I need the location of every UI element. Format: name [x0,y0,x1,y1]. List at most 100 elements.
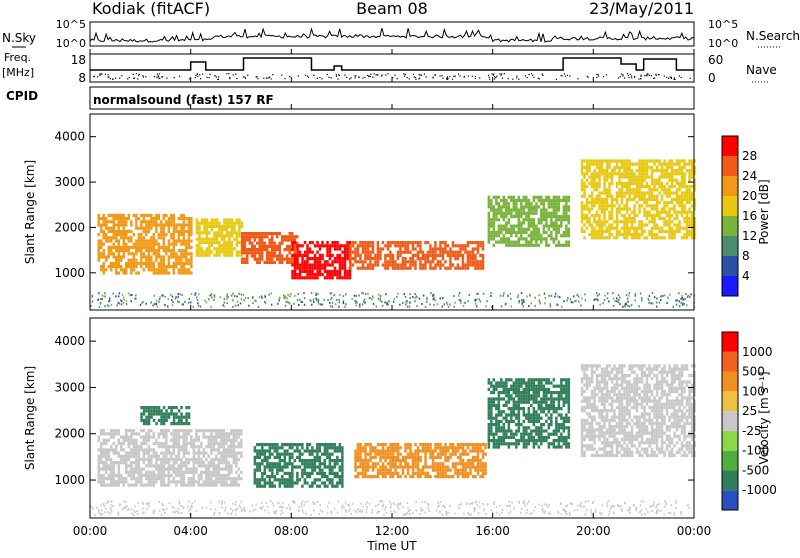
nave-point [501,73,502,74]
data-cell [160,422,163,425]
data-cell [113,214,116,217]
data-cell [658,182,661,185]
nave-point [119,78,120,79]
data-cell [598,159,601,162]
data-cell [100,442,103,445]
data-cell [178,301,180,303]
data-cell [294,260,297,263]
data-cell [98,243,101,246]
data-cell [223,225,226,228]
data-cell [125,233,128,236]
data-cell [140,442,143,445]
data-cell [555,196,558,199]
data-cell [218,228,221,231]
data-cell [341,263,344,266]
data-cell [291,481,294,484]
data-cell [128,464,131,467]
data-cell [653,195,656,198]
data-cell [515,212,518,215]
data-cell [331,273,334,276]
data-cell [535,234,538,237]
data-cell [387,446,390,449]
data-cell [603,220,606,223]
data-cell [148,230,151,233]
data-cell [125,268,128,271]
data-cell [130,429,133,432]
data-cell [309,472,312,475]
data-cell [180,422,183,425]
data-cell [115,484,118,487]
data-cell [568,221,571,224]
data-cell [291,247,294,250]
data-cell [231,241,234,244]
data-cell [606,166,609,169]
data-cell [235,471,238,474]
data-cell [190,262,193,265]
nave-point [336,76,337,77]
nave-point [145,76,146,77]
data-cell [357,449,360,452]
data-cell [158,406,161,409]
data-cell [596,233,599,236]
data-cell [140,471,143,474]
data-cell [625,303,627,305]
data-cell [289,245,292,248]
data-cell [467,260,470,263]
data-cell [145,214,148,217]
data-cell [616,182,619,185]
data-cell [254,481,257,484]
data-cell [668,163,671,166]
data-cell [200,452,203,455]
data-cell [125,471,128,474]
data-cell [334,485,337,488]
colorbar-swatch [722,176,738,196]
nave-point [133,78,134,79]
data-cell [254,462,257,465]
data-cell [228,218,231,221]
data-cell [608,172,611,175]
data-cell [103,429,106,432]
data-cell [236,254,239,257]
data-cell [216,247,219,250]
data-cell [163,432,166,435]
data-cell [304,241,307,244]
data-cell [115,230,118,233]
data-cell [153,464,156,467]
data-cell [603,198,606,201]
data-cell [469,254,472,257]
data-cell [211,218,214,221]
data-cell [545,225,548,228]
data-cell [508,202,511,205]
data-cell [92,296,94,298]
data-cell [357,267,360,270]
data-cell [155,217,158,220]
data-cell [581,211,584,214]
data-cell [230,468,233,471]
data-cell [188,432,191,435]
nave-point [533,77,534,78]
data-cell [238,477,241,480]
data-cell [289,462,292,465]
data-cell [633,182,636,185]
data-cell [628,175,631,178]
data-cell [183,464,186,467]
data-cell [485,305,487,307]
data-cell [648,195,651,198]
data-cell [185,223,188,226]
data-cell [462,443,465,446]
data-cell [429,247,432,250]
data-cell [631,172,634,175]
data-cell [346,247,349,250]
data-cell [387,449,390,452]
data-cell [631,236,634,239]
data-cell [518,225,521,228]
data-cell [648,220,651,223]
data-cell [225,480,228,483]
data-cell [188,422,191,425]
data-cell [271,238,274,241]
data-cell [264,261,267,264]
data-cell [623,191,626,194]
data-cell [224,302,226,304]
data-cell [663,230,666,233]
data-cell [520,209,523,212]
